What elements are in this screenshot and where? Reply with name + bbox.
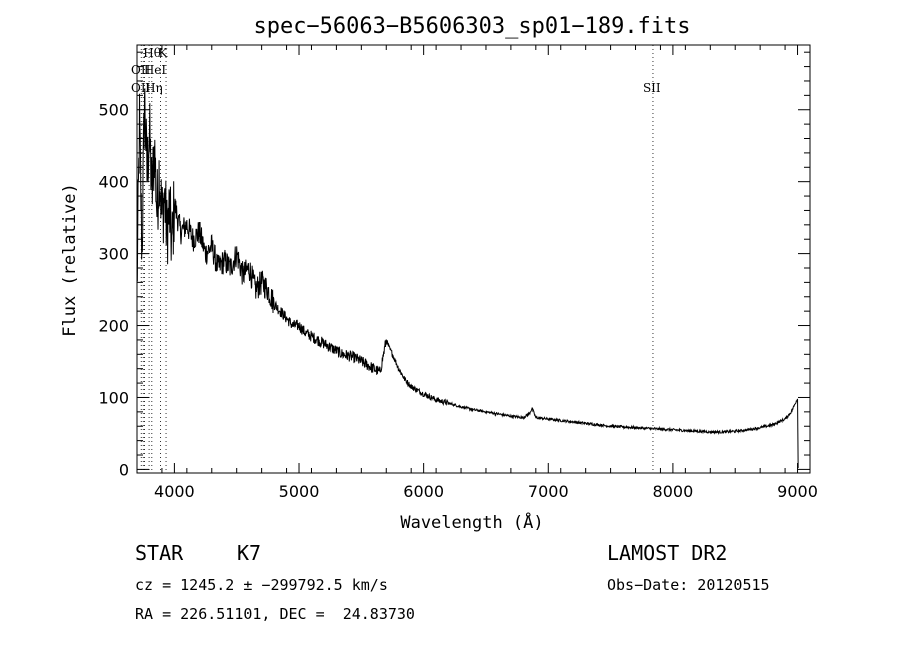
chart-title: spec−56063−B5606303_sp01−189.fits (253, 14, 690, 39)
coordinates: RA = 226.51101, DEC = 24.83730 (135, 605, 415, 623)
y-tick-label: 200 (98, 317, 129, 336)
x-tick-label: 5000 (279, 482, 320, 501)
y-tick-label: 300 (98, 245, 129, 264)
x-axis-label: Wavelength (Å) (400, 511, 543, 533)
observation-date: Obs−Date: 20120515 (607, 576, 770, 594)
line-marker-label: Hη (145, 81, 163, 95)
x-tick-label: 4000 (154, 482, 195, 501)
spectrum-line (136, 88, 799, 468)
object-class: STAR (135, 541, 184, 565)
redshift-velocity: cz = 1245.2 ± −299792.5 km/s (135, 576, 388, 594)
survey-name: LAMOST DR2 (607, 541, 728, 565)
line-marker-label: SII (643, 81, 661, 95)
line-marker-label: HeI (144, 63, 167, 77)
y-axis-label: Flux (relative) (60, 183, 80, 337)
x-tick-label: 8000 (653, 482, 694, 501)
y-tick-label: 0 (119, 460, 129, 479)
plot-frame (136, 44, 811, 474)
y-tick-label: 500 (98, 101, 129, 120)
x-tick-label: 9000 (777, 482, 818, 501)
x-tick-label: 6000 (403, 482, 444, 501)
object-subclass: K7 (237, 541, 262, 565)
x-axis: 4000 5000 6000 7000 8000 9000 (136, 45, 818, 501)
line-marker-label: OII (131, 81, 151, 95)
y-tick-label: 100 (98, 388, 129, 407)
y-axis: 0 100 200 300 400 500 (98, 51, 810, 479)
line-marker-label: K (159, 46, 169, 60)
y-tick-label: 400 (98, 173, 129, 192)
line-marker-label: Hθ (143, 46, 161, 60)
x-tick-label: 7000 (528, 482, 569, 501)
line-marker-label: OII (131, 63, 151, 77)
